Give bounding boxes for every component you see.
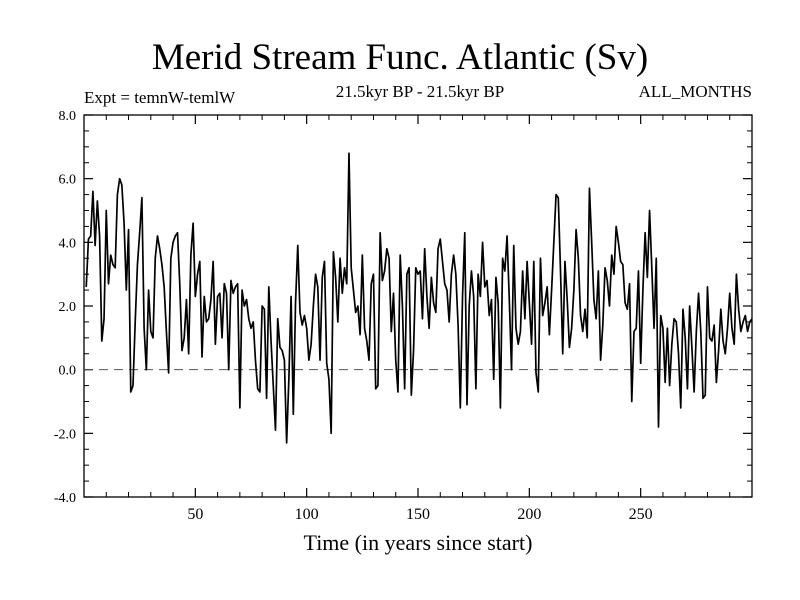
series-group — [85, 152, 753, 444]
y-tick-label: 2.0 — [59, 300, 77, 315]
x-tick-label: 200 — [517, 506, 541, 523]
x-axis-label: Time (in years since start) — [303, 530, 533, 555]
axis-ticks: 50 100 150 200 250 -4.0 -2.0 0.0 2.0 4.0 6.0 8.0 — [54, 109, 752, 523]
x-tick-label: 50 — [187, 506, 203, 523]
y-tick-label: -4.0 — [54, 491, 76, 506]
plot-frame — [83, 114, 753, 498]
series-line — [85, 152, 753, 444]
y-tick-label: 8.0 — [59, 109, 77, 124]
y-tick-label: 4.0 — [59, 236, 77, 251]
chart-title: Merid Stream Func. Atlantic (Sv) — [151, 37, 649, 78]
x-tick-label: 100 — [295, 506, 319, 523]
chart-subtitle: 21.5kyr BP - 21.5kyr BP — [335, 82, 505, 101]
y-tick-label: -2.0 — [54, 427, 76, 442]
period-label: ALL_MONTHS — [638, 82, 752, 101]
x-tick-label: 250 — [629, 506, 653, 523]
y-tick-label: 6.0 — [59, 173, 77, 188]
x-tick-label: 150 — [406, 506, 430, 523]
experiment-label: Expt = temnW-temlW — [84, 88, 236, 107]
y-tick-label: 0.0 — [59, 364, 77, 379]
